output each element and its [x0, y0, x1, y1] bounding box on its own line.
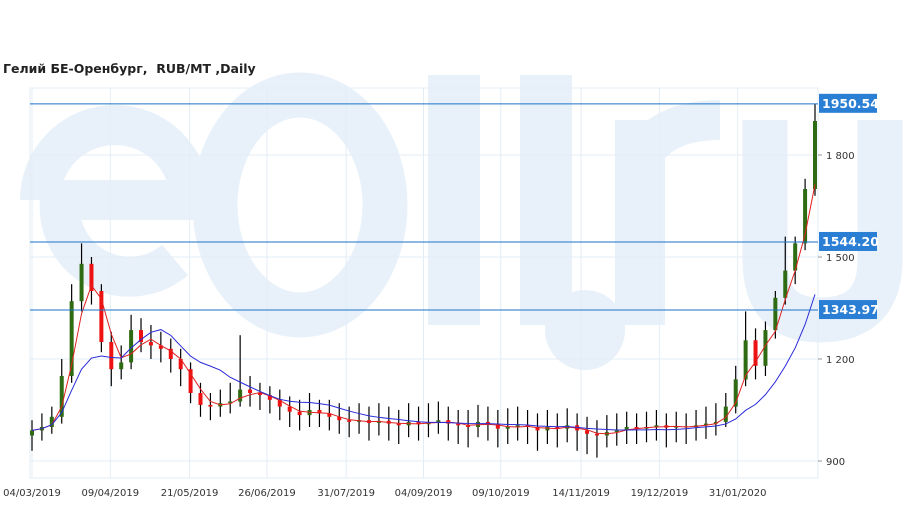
candle-up	[69, 301, 74, 376]
watermark-letter-i	[428, 75, 480, 325]
price-level-label: 1950.54	[822, 96, 879, 111]
candle-up	[733, 379, 738, 407]
price-level-badge	[819, 300, 877, 320]
candle-down	[535, 427, 540, 431]
candle-up	[436, 420, 441, 423]
x-tick-label: 31/07/2019	[317, 488, 375, 499]
moving-average-slow	[31, 294, 816, 431]
candle-down	[287, 406, 292, 412]
candle-up	[515, 425, 520, 427]
candle-down	[198, 393, 203, 405]
candle-down	[277, 399, 282, 407]
candle-up	[783, 270, 788, 298]
candle-down	[139, 330, 144, 342]
candle-down	[99, 291, 104, 342]
moving-average-fast	[31, 184, 816, 435]
candle-down	[416, 421, 421, 425]
price-level-label: 1544.20	[822, 234, 879, 249]
candle-down	[89, 263, 94, 291]
candle-down	[337, 416, 342, 421]
candle-down	[257, 393, 262, 396]
watermark-letter-r-arm	[622, 100, 721, 170]
y-tick-label: 1 800	[826, 151, 855, 162]
x-tick-label: 09/10/2019	[472, 488, 530, 499]
candle-up	[614, 430, 619, 433]
y-tick-label: 900	[826, 457, 845, 468]
candle-down	[168, 348, 173, 359]
candle-down	[178, 359, 183, 370]
candle-down	[208, 404, 213, 407]
candle-up	[545, 427, 550, 431]
watermark-letter-l	[520, 75, 572, 325]
candle-up	[376, 420, 381, 423]
candle-down	[248, 389, 253, 393]
candle-up	[743, 340, 748, 380]
candle-down	[267, 395, 272, 400]
x-tick-label: 31/01/2020	[709, 488, 767, 499]
watermark-letter-u	[742, 120, 903, 343]
candle-up	[703, 423, 708, 426]
candle-down	[495, 424, 500, 429]
candle-up	[763, 330, 768, 366]
watermark-letter-o	[192, 72, 408, 338]
candle-down	[634, 427, 639, 429]
candle-up	[426, 422, 431, 425]
candle-down	[396, 423, 401, 426]
candle-up	[238, 389, 243, 402]
candle-up	[723, 406, 728, 422]
candle-down	[594, 433, 599, 436]
candle-down	[148, 342, 153, 346]
price-level-badge	[819, 231, 877, 251]
price-level-badge	[819, 93, 877, 113]
candle-up	[793, 243, 798, 271]
candle-down	[188, 369, 193, 393]
candle-down	[466, 425, 471, 427]
candle-up	[129, 330, 134, 363]
candle-up	[813, 121, 817, 189]
candle-down	[555, 427, 560, 429]
candle-up	[773, 297, 778, 331]
x-tick-label: 26/06/2019	[238, 488, 296, 499]
watermark-drop	[545, 290, 625, 370]
candle-down	[158, 345, 163, 349]
candle-down	[297, 411, 302, 416]
candle-down	[753, 340, 758, 366]
x-tick-label: 09/04/2019	[81, 488, 139, 499]
y-tick-label: 1 500	[826, 253, 855, 264]
watermark-logo	[20, 72, 903, 370]
x-tick-label: 21/05/2019	[161, 488, 219, 499]
candle-down	[109, 342, 114, 370]
chart-title: Гелий БЕ-Оренбург, RUB/MT ,Daily	[3, 61, 256, 76]
candle-up	[59, 376, 64, 417]
candle-up	[505, 427, 510, 429]
x-tick-label: 04/09/2019	[395, 488, 453, 499]
x-tick-label: 04/03/2019	[3, 488, 61, 499]
candle-down	[485, 421, 490, 425]
candle-up	[624, 427, 629, 431]
candle-down	[456, 423, 461, 426]
candle-up	[228, 401, 233, 404]
candle-up	[654, 425, 659, 427]
price-level-label: 1343.97	[822, 302, 879, 317]
candle-up	[49, 416, 54, 427]
x-tick-label: 14/11/2019	[552, 488, 610, 499]
candle-up	[119, 362, 124, 370]
candle-down	[347, 420, 352, 422]
candle-down	[317, 410, 322, 414]
y-tick-label: 1 200	[826, 355, 855, 366]
candle-up	[674, 426, 679, 428]
candle-up	[30, 430, 34, 436]
watermark-letter-e	[20, 105, 211, 297]
candle-up	[803, 189, 808, 244]
candle-up	[713, 421, 718, 424]
x-tick-label: 19/12/2019	[631, 488, 689, 499]
candle-down	[327, 413, 332, 417]
candle-down	[585, 430, 590, 434]
candle-up	[79, 263, 84, 302]
